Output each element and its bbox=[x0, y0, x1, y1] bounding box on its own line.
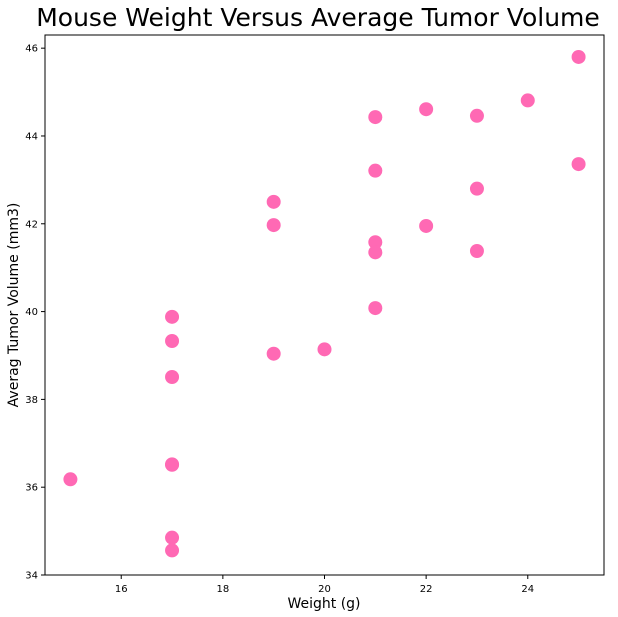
y-tick-label: 36 bbox=[25, 483, 38, 494]
y-tick-label: 46 bbox=[25, 44, 38, 55]
y-tick-label: 38 bbox=[25, 395, 38, 406]
data-point-2 bbox=[165, 334, 180, 348]
x-tick-label: 24 bbox=[521, 584, 534, 595]
data-point-19 bbox=[469, 108, 484, 123]
x-tick-label: 20 bbox=[318, 584, 331, 595]
y-tick-label: 42 bbox=[25, 219, 38, 230]
x-tick-label: 22 bbox=[420, 584, 433, 595]
data-point-5 bbox=[165, 457, 180, 472]
plot-area bbox=[63, 49, 586, 558]
data-point-3 bbox=[165, 370, 180, 384]
x-axis-label: Weight (g) bbox=[287, 596, 360, 612]
x-axis: 16 18 20 22 24 bbox=[115, 575, 534, 595]
data-point-18 bbox=[419, 218, 434, 233]
data-point-8 bbox=[266, 194, 281, 209]
data-point-11 bbox=[317, 342, 332, 357]
x-tick-label: 18 bbox=[216, 584, 229, 595]
data-point-13 bbox=[368, 163, 383, 178]
data-point-6 bbox=[165, 530, 180, 545]
chart-title: Mouse Weight Versus Average Tumor Volume bbox=[36, 3, 600, 32]
data-point-0 bbox=[63, 472, 78, 487]
data-point-15 bbox=[368, 245, 383, 260]
data-point-7 bbox=[165, 543, 180, 558]
y-tick-label: 40 bbox=[25, 307, 38, 318]
data-point-14 bbox=[368, 235, 383, 250]
data-point-10 bbox=[266, 346, 281, 361]
y-tick-label: 34 bbox=[25, 571, 38, 582]
data-point-22 bbox=[520, 93, 535, 108]
plot-frame bbox=[44, 34, 605, 576]
x-tick-label: 16 bbox=[115, 584, 128, 595]
y-axis: 34 36 38 40 42 44 46 bbox=[25, 44, 45, 582]
data-point-23 bbox=[571, 49, 586, 64]
y-axis-label: Averag Tumor Volume (mm3) bbox=[6, 203, 22, 408]
data-point-24 bbox=[571, 157, 586, 172]
data-point-1 bbox=[165, 309, 180, 324]
data-point-16 bbox=[368, 301, 383, 316]
data-point-9 bbox=[266, 218, 281, 233]
y-tick-label: 44 bbox=[25, 131, 38, 142]
data-point-21 bbox=[469, 244, 484, 258]
data-point-20 bbox=[469, 181, 484, 196]
data-point-12 bbox=[368, 110, 383, 125]
data-point-17 bbox=[419, 102, 434, 117]
